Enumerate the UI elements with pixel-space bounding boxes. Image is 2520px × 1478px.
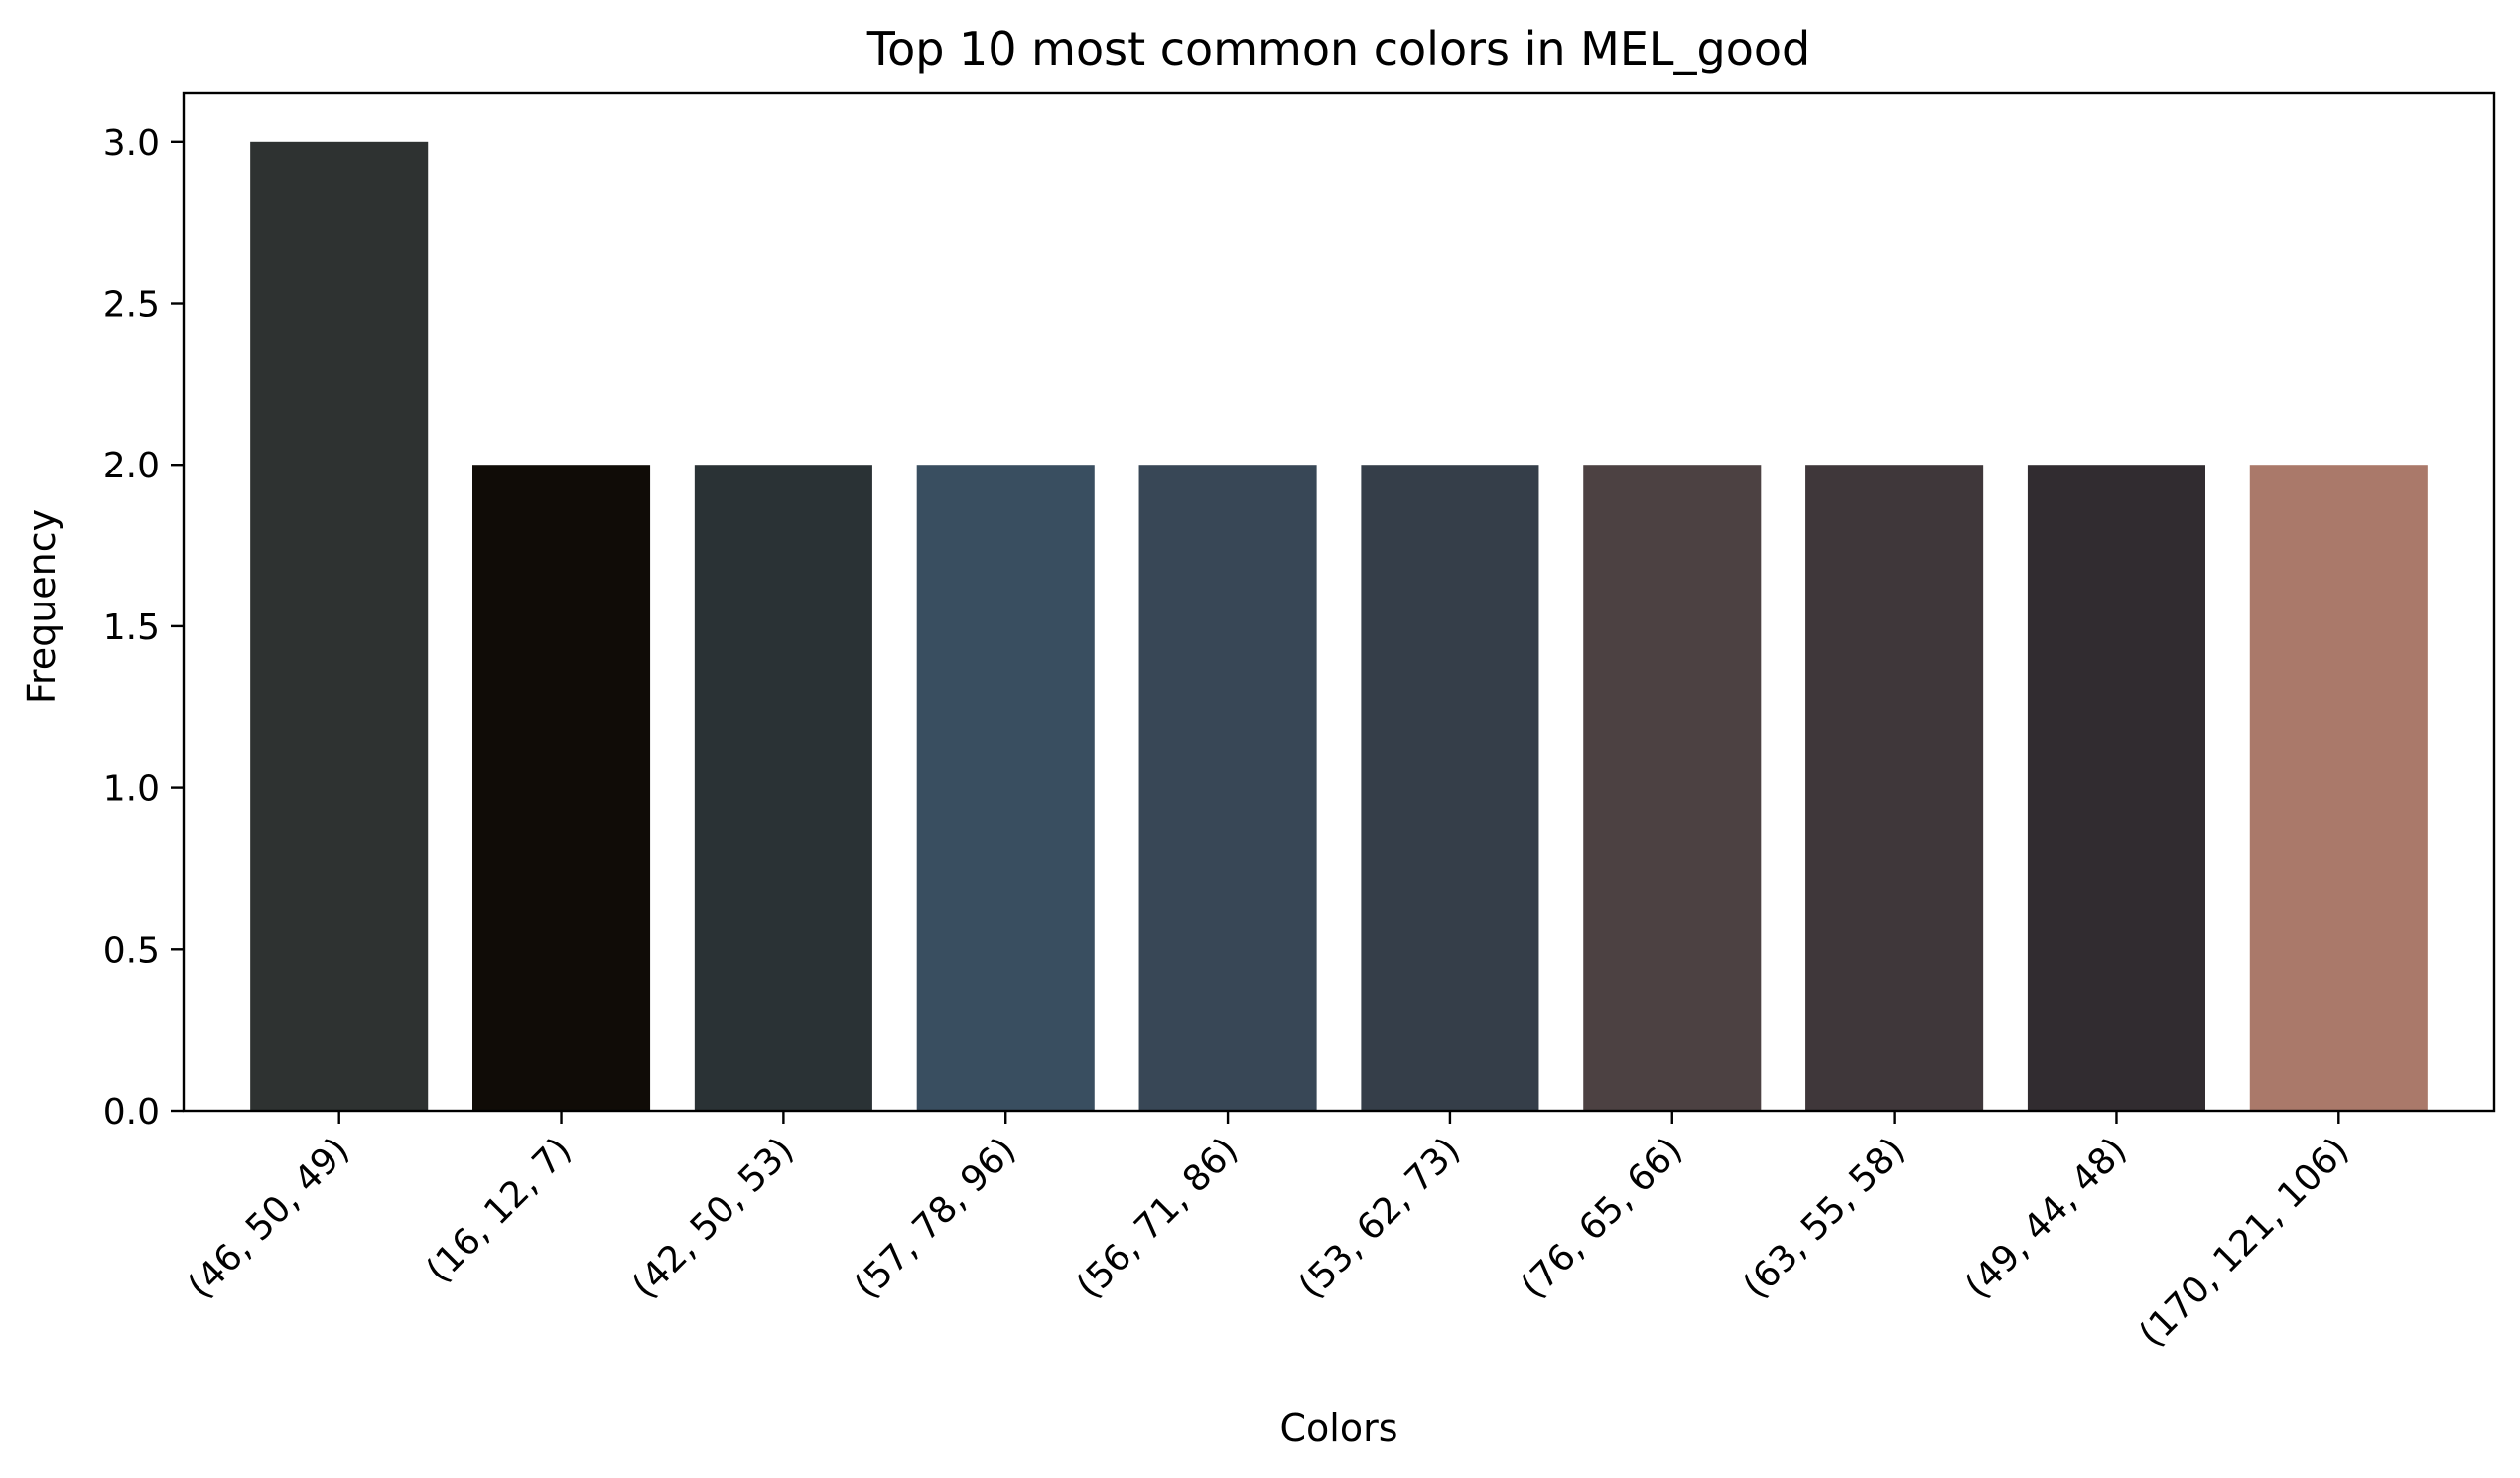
y-tick-label: 2.5: [103, 285, 160, 326]
x-tick-label: (170, 121, 106): [2132, 1130, 2357, 1355]
y-tick-label: 1.5: [103, 607, 160, 648]
plot-frame: [182, 91, 2496, 1113]
x-tick-label: (76, 65, 66): [1514, 1130, 1690, 1306]
bar: [916, 465, 1095, 1111]
x-tick-label: (53, 62, 73): [1291, 1130, 1468, 1306]
x-tick-label: (16, 12, 7): [419, 1130, 580, 1290]
x-tick-label: (56, 71, 86): [1069, 1130, 1246, 1306]
bar: [472, 465, 651, 1111]
bars-layer: [250, 141, 2428, 1112]
x-tick-label: (57, 78, 96): [847, 1130, 1023, 1306]
chart-title: Top 10 most common colors in MEL_good: [866, 22, 1810, 75]
bar: [694, 465, 872, 1111]
y-tick-label: 1.0: [103, 769, 160, 810]
bar: [250, 141, 429, 1112]
bar: [1138, 465, 1317, 1111]
bar: [1361, 465, 1539, 1111]
bar: [1805, 465, 1984, 1111]
x-tick-label: (49, 44, 48): [1957, 1130, 2134, 1306]
y-tick-label: 0.0: [103, 1092, 160, 1133]
x-tick-label: (42, 50, 53): [624, 1130, 801, 1306]
bar: [2027, 465, 2205, 1111]
x-axis-label: Colors: [1279, 1407, 1397, 1450]
x-tick-label: (63, 55, 58): [1736, 1130, 1913, 1306]
x-tick-label: (46, 50, 49): [181, 1130, 357, 1306]
y-axis-label: Frequency: [20, 509, 64, 704]
bar: [2249, 465, 2428, 1111]
y-tick-label: 0.5: [103, 930, 160, 971]
bar: [1583, 465, 1762, 1111]
y-tick-label: 3.0: [103, 123, 160, 164]
y-tick-label: 2.0: [103, 446, 160, 486]
